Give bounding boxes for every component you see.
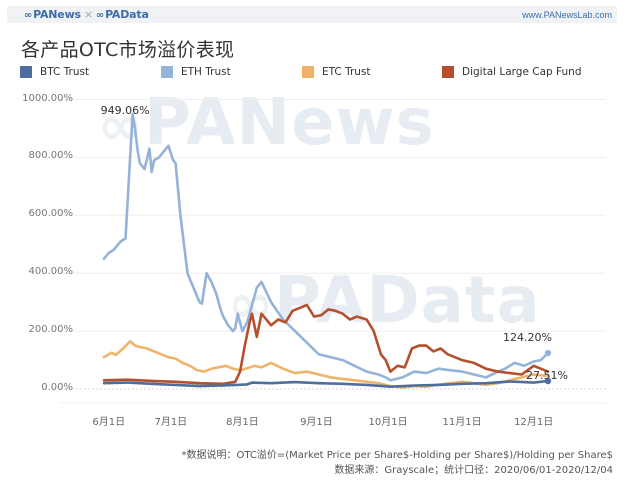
gridlines: [60, 99, 606, 404]
site-url: www.PANewsLab.com: [522, 10, 612, 20]
x-tick-label: 6月1日: [92, 417, 126, 428]
series-lines: [102, 112, 550, 389]
y-tick-label: 600.00%: [28, 208, 74, 220]
y-tick-label: 1000.00%: [22, 92, 73, 104]
infinity-logo-icon: ∞: [95, 10, 105, 21]
end-marker: [544, 377, 552, 385]
legend-item-etc: ETC Trust: [302, 66, 371, 78]
brand-panews: PANews: [33, 8, 81, 21]
chart-title: 各产品OTC市场溢价表现: [21, 39, 235, 61]
series-line-digital-large-cap-fund: [102, 303, 550, 386]
chart-legend: BTC Trust ETH Trust ETC Trust Digital La…: [20, 66, 620, 82]
legend-label-dlcf: Digital Large Cap Fund: [462, 66, 582, 78]
brand-separator: ×: [83, 8, 93, 21]
x-tick-label: 7月1日: [154, 417, 188, 428]
legend-swatch-dlcf: [442, 66, 454, 78]
annotation-label: 949.06%: [100, 104, 150, 118]
series-markers: [544, 349, 552, 385]
series-line-eth-trust: [102, 112, 550, 382]
legend-label-btc: BTC Trust: [40, 66, 90, 78]
legend-label-etc: ETC Trust: [322, 66, 371, 78]
y-tick-label: 800.00%: [28, 150, 74, 162]
x-tick-label: 11月1日: [442, 417, 482, 428]
y-tick-label: 0.00%: [41, 382, 73, 393]
x-tick-label: 12月1日: [514, 417, 554, 428]
annotation-label: 27.51%: [525, 369, 568, 383]
x-tick-label: 9月1日: [300, 417, 333, 428]
footnote-source: 数据来源：Grayscale；统计口径：2020/06/01-2020/12/0…: [334, 465, 613, 476]
legend-swatch-etc: [302, 66, 314, 78]
infinity-logo-icon: ∞: [24, 10, 33, 21]
legend-item-btc: BTC Trust: [20, 66, 89, 78]
series-line-btc-trust: [102, 379, 550, 389]
header-band: [7, 6, 617, 23]
footnote-formula: *数据说明：OTC溢价=(Market Price per Share$-Hol…: [181, 450, 613, 461]
legend-swatch-btc: [20, 66, 32, 78]
legend-item-dlcf: Digital Large Cap Fund: [442, 66, 581, 78]
end-marker: [544, 349, 552, 357]
brand-padata: PAData: [105, 8, 149, 21]
legend-label-eth: ETH Trust: [181, 66, 231, 78]
y-tick-label: 400.00%: [28, 266, 74, 278]
x-tick-label: 8月1日: [226, 417, 259, 428]
legend-swatch-eth: [161, 66, 173, 78]
x-tick-label: 10月1日: [368, 417, 408, 428]
brand-logos: ∞PANews × ∞PAData: [24, 8, 149, 21]
annotation-label: 124.20%: [502, 331, 552, 345]
y-tick-label: 200.00%: [28, 324, 74, 336]
legend-item-eth: ETH Trust: [161, 66, 231, 78]
